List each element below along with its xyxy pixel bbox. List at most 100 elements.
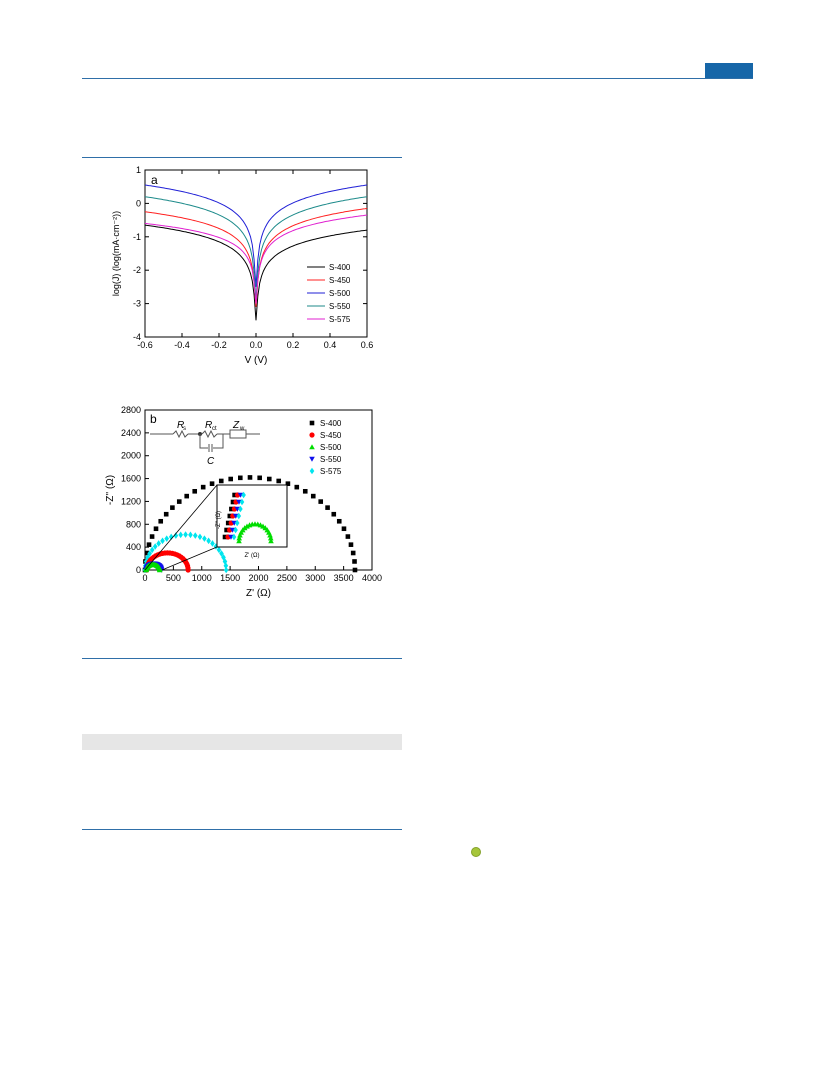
data-point xyxy=(239,498,245,506)
y-tick-label: 1 xyxy=(136,165,141,175)
data-point xyxy=(294,484,300,490)
figure-top-rule xyxy=(82,157,402,158)
data-point xyxy=(231,520,237,526)
data-point xyxy=(237,532,243,538)
data-point xyxy=(206,537,211,545)
panel-label: b xyxy=(150,412,157,426)
data-point xyxy=(350,550,356,556)
header-rule xyxy=(82,78,753,79)
series-line xyxy=(144,184,368,287)
data-point xyxy=(229,506,234,512)
data-point xyxy=(229,527,236,533)
data-point xyxy=(267,535,274,541)
legend-entry: S-500 xyxy=(320,443,342,452)
circuit-label-zw: Z xyxy=(232,420,240,431)
data-point xyxy=(310,493,316,499)
data-point xyxy=(183,531,188,538)
data-point xyxy=(185,567,191,573)
resistor-rs xyxy=(172,429,189,439)
caption-rule-2 xyxy=(82,829,402,830)
data-point xyxy=(266,476,272,482)
data-point xyxy=(168,533,174,541)
x-tick-label: 3000 xyxy=(305,573,325,583)
data-point xyxy=(234,506,241,512)
legend-entry: S-575 xyxy=(329,315,351,324)
circuit-wire xyxy=(213,434,224,449)
data-point xyxy=(309,444,315,450)
data-point xyxy=(170,505,175,510)
data-point xyxy=(318,499,324,504)
circuit-label-rct: R xyxy=(205,420,212,431)
x-tick-label: -0.4 xyxy=(174,340,190,350)
data-point xyxy=(230,499,236,505)
legend-entry: S-450 xyxy=(329,276,351,285)
data-point xyxy=(222,534,228,540)
data-point xyxy=(234,519,240,527)
data-point xyxy=(285,481,291,486)
data-point xyxy=(173,532,179,539)
data-point xyxy=(178,531,183,539)
data-point xyxy=(352,567,358,573)
data-point xyxy=(336,518,342,524)
x-tick-label: 3500 xyxy=(334,573,354,583)
data-point xyxy=(146,542,152,547)
x-tick-label: 0 xyxy=(142,573,147,583)
data-point xyxy=(276,478,282,484)
data-point xyxy=(232,492,237,498)
data-point xyxy=(352,559,357,564)
x-tick-label: 4000 xyxy=(362,573,382,583)
x-axis-label: V (V) xyxy=(245,355,268,366)
y-tick-label: 2800 xyxy=(121,405,141,415)
x-tick-label: 0.4 xyxy=(324,340,337,350)
data-point xyxy=(227,513,233,519)
inset-pointer xyxy=(144,484,218,571)
data-point xyxy=(241,491,246,499)
data-point xyxy=(188,531,193,539)
data-point xyxy=(152,543,158,550)
x-tick-label: 2500 xyxy=(277,573,297,583)
data-point xyxy=(145,554,150,561)
data-point xyxy=(221,554,226,561)
y-tick-label: -1 xyxy=(133,232,141,242)
y-axis-label: log(J) (log(mA·cm⁻²)) xyxy=(111,211,121,296)
data-point xyxy=(302,488,308,494)
circuit-sub-rs: s xyxy=(183,426,186,432)
data-point xyxy=(233,513,239,519)
data-point xyxy=(238,475,243,481)
iv-chart: -0.6 -0.4 -0.2 0.0 0.2 0.4 0.6 -4 -3 -2 -1 0 1a V (V)… xyxy=(111,165,374,366)
x-tick-label: 1000 xyxy=(192,573,212,583)
data-point xyxy=(184,493,190,499)
x-tick-label: 0.6 xyxy=(361,340,374,350)
data-point xyxy=(158,518,164,524)
data-point xyxy=(228,476,233,482)
data-point xyxy=(247,475,253,480)
table-header-bar xyxy=(82,734,402,750)
y-tick-label: 0 xyxy=(136,565,141,575)
y-tick-label: 2000 xyxy=(121,451,141,461)
circuit-label-c: C xyxy=(207,456,215,467)
y-tick-label: 2400 xyxy=(121,428,141,438)
data-point xyxy=(202,535,207,542)
y-tick-label: -2 xyxy=(133,265,141,275)
legend-entry: S-400 xyxy=(329,263,351,272)
data-point xyxy=(237,492,244,498)
data-point xyxy=(309,467,315,475)
data-point xyxy=(149,534,155,539)
eis-chart: 0 500 1000 1500 2000 2500 3000 3500 4000 0 400 800 1… xyxy=(105,405,382,599)
x-tick-label: 0.2 xyxy=(287,340,300,350)
inset-pointer xyxy=(161,546,218,571)
legend-entry: S-550 xyxy=(320,455,342,464)
data-point xyxy=(200,484,206,490)
circuit-label-rs: R xyxy=(177,420,184,431)
x-axis-label: Z' (Ω) xyxy=(246,588,271,599)
data-point xyxy=(163,511,169,517)
data-point xyxy=(228,534,234,540)
y-tick-label: 1600 xyxy=(121,474,141,484)
data-point xyxy=(156,540,161,547)
data-point xyxy=(309,432,315,438)
plot-frame xyxy=(144,169,368,338)
data-point xyxy=(345,534,351,539)
legend-entry: S-450 xyxy=(320,431,342,440)
circuit-sub-zw: w xyxy=(239,426,245,432)
data-point xyxy=(236,538,242,544)
